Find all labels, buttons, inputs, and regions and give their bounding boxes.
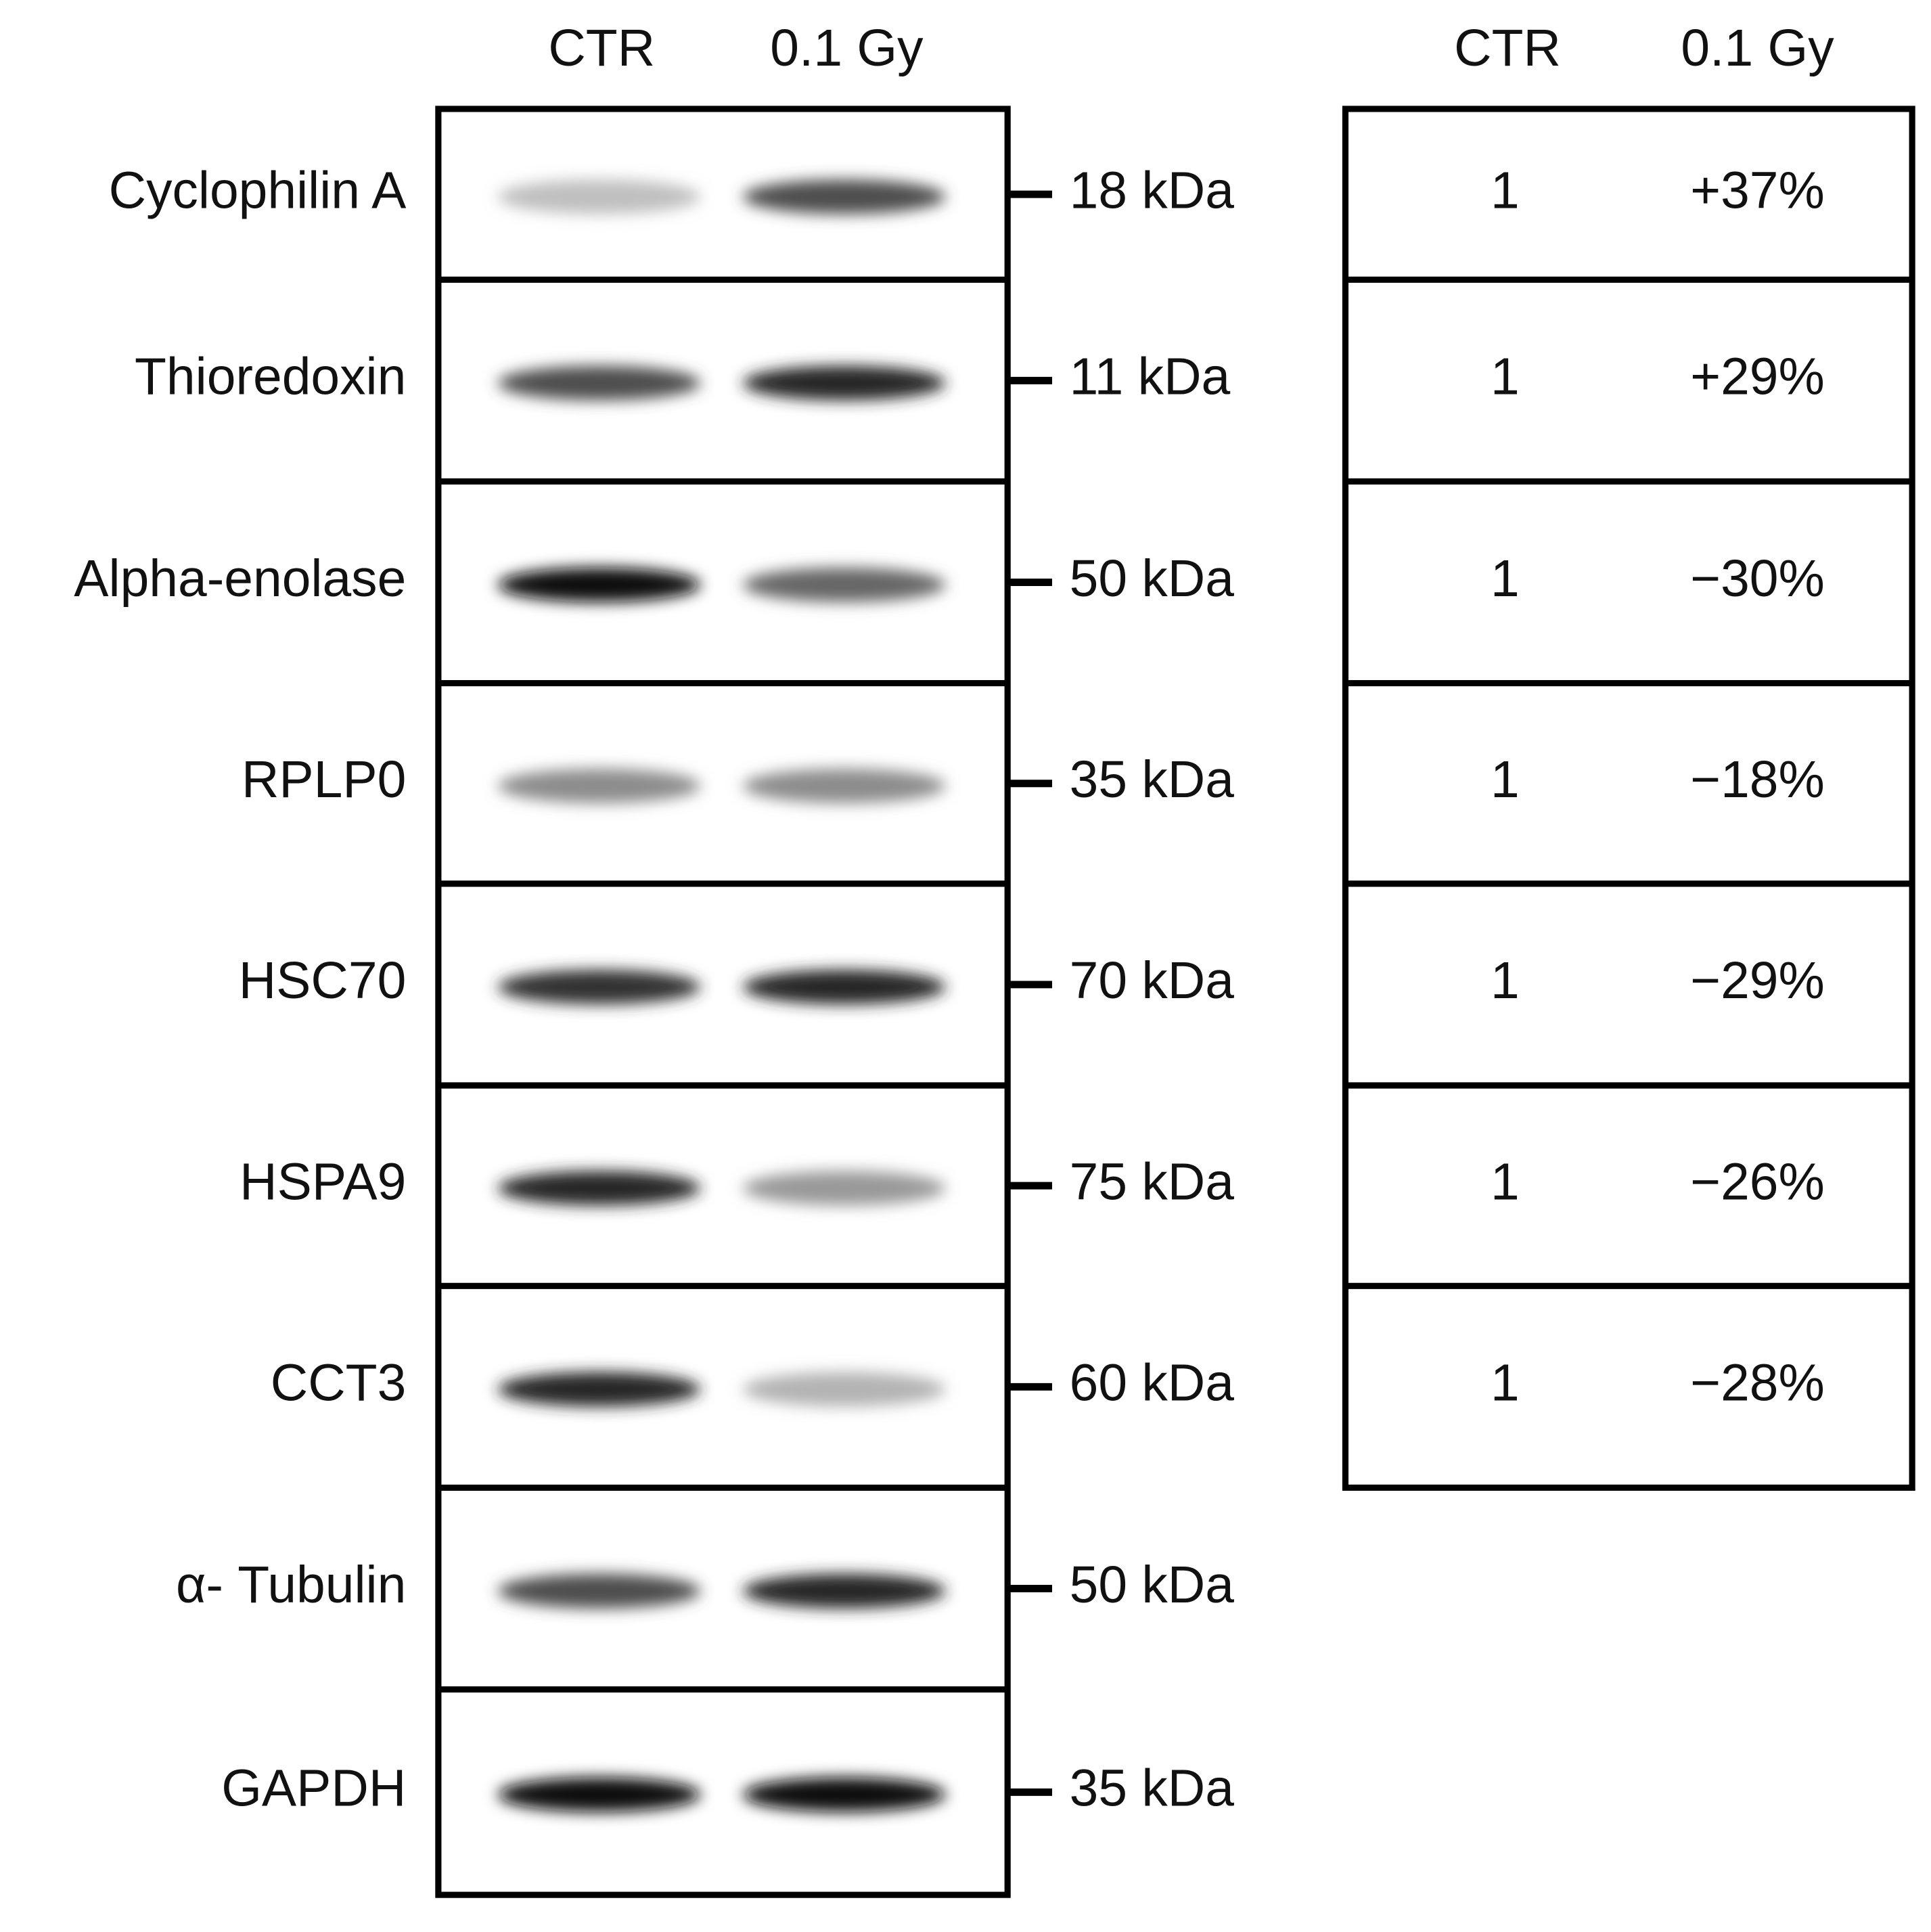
- protein-label: Cyclophilin A: [109, 161, 407, 219]
- band: [742, 567, 946, 602]
- protein-label: Alpha-enolase: [74, 549, 406, 608]
- quant-value: 1: [1491, 348, 1520, 406]
- band: [497, 768, 701, 803]
- column-header: 0.1 Gy: [1681, 19, 1834, 77]
- quant-value: −18%: [1690, 750, 1825, 809]
- quant-value: −29%: [1690, 951, 1825, 1010]
- band: [497, 365, 701, 401]
- quant-value: +37%: [1690, 161, 1825, 219]
- lane-header: CTR: [548, 19, 655, 77]
- blot-frame: [435, 106, 1011, 1898]
- protein-label: Thioredoxin: [135, 348, 406, 406]
- quant-frame: [1342, 106, 1915, 1491]
- protein-label: HSC70: [239, 951, 407, 1010]
- quant-value: −30%: [1690, 549, 1825, 608]
- size-label: 35 kDa: [1070, 1759, 1235, 1818]
- quant-value: 1: [1491, 1354, 1520, 1412]
- quant-value: 1: [1491, 951, 1520, 1010]
- band: [497, 567, 701, 602]
- size-label: 75 kDa: [1070, 1152, 1235, 1211]
- band: [497, 969, 701, 1005]
- quant-value: 1: [1491, 1152, 1520, 1211]
- size-label: 50 kDa: [1070, 549, 1235, 608]
- band: [742, 365, 946, 401]
- band: [742, 768, 946, 803]
- quant-value: 1: [1491, 161, 1520, 219]
- size-label: 18 kDa: [1070, 161, 1235, 219]
- quant-value: 1: [1491, 549, 1520, 608]
- band: [742, 1573, 946, 1609]
- band: [742, 1777, 946, 1812]
- quant-value: −26%: [1690, 1152, 1825, 1211]
- band: [742, 1171, 946, 1206]
- band: [497, 1573, 701, 1609]
- protein-label: GAPDH: [221, 1759, 406, 1818]
- quant-value: +29%: [1690, 348, 1825, 406]
- size-label: 35 kDa: [1070, 750, 1235, 809]
- band: [497, 1372, 701, 1407]
- band: [742, 969, 946, 1005]
- band: [497, 179, 701, 215]
- protein-label: CCT3: [271, 1354, 407, 1412]
- quant-value: 1: [1491, 750, 1520, 809]
- protein-label: α- Tubulin: [176, 1556, 406, 1614]
- band: [497, 1171, 701, 1206]
- protein-label: RPLP0: [242, 750, 406, 809]
- band: [497, 1777, 701, 1812]
- protein-label: HSPA9: [240, 1152, 406, 1211]
- column-header: CTR: [1454, 19, 1561, 77]
- size-label: 11 kDa: [1070, 348, 1231, 406]
- band: [742, 1372, 946, 1407]
- size-label: 50 kDa: [1070, 1556, 1235, 1614]
- band: [742, 179, 946, 215]
- lane-header: 0.1 Gy: [770, 19, 924, 77]
- size-label: 70 kDa: [1070, 951, 1235, 1010]
- quant-value: −28%: [1690, 1354, 1825, 1412]
- size-label: 60 kDa: [1070, 1354, 1235, 1412]
